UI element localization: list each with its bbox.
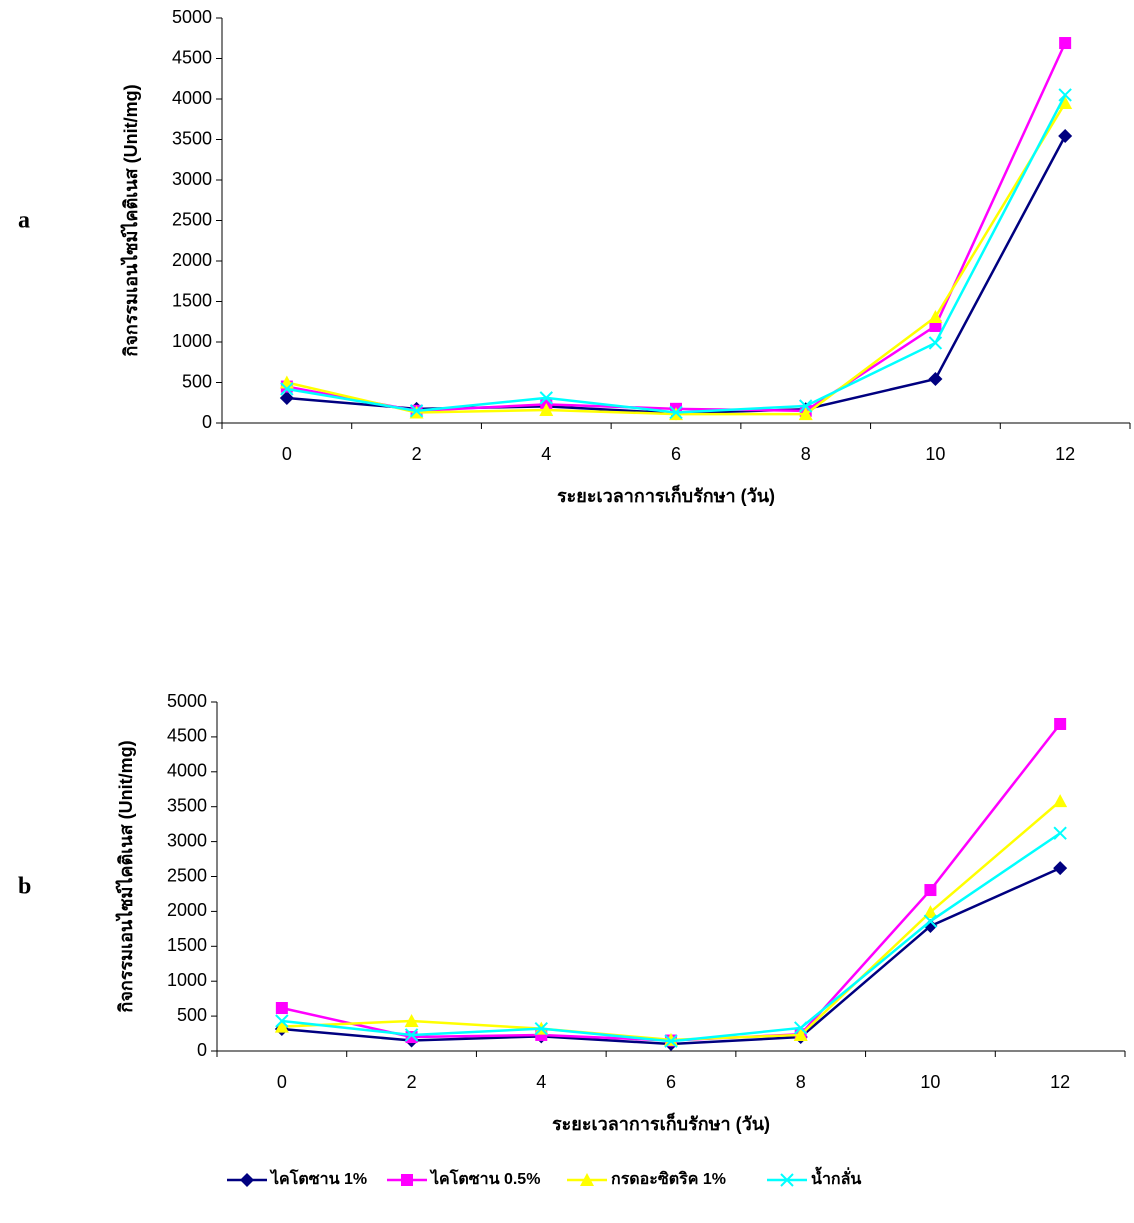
y-tick-label: 5000 — [167, 691, 207, 711]
y-tick-label: 1000 — [172, 331, 212, 351]
legend-label: น้ำกลั่น — [811, 1166, 861, 1188]
x-tick-label: 0 — [282, 444, 292, 464]
y-tick-label: 4000 — [167, 761, 207, 781]
marker — [1059, 37, 1071, 49]
marker — [1053, 861, 1067, 875]
y-tick-label: 2000 — [167, 900, 207, 920]
series-line — [282, 868, 1060, 1044]
x-tick-label: 10 — [920, 1072, 940, 1092]
y-tick-label: 5000 — [172, 7, 212, 27]
series-line — [282, 724, 1060, 1041]
x-tick-label: 2 — [412, 444, 422, 464]
series-line — [282, 833, 1060, 1041]
series-line — [287, 95, 1065, 413]
y-tick-label: 4000 — [172, 88, 212, 108]
y-tick-label: 3000 — [167, 830, 207, 850]
x-axis-title: ระยะเวลาการเก็บรักษา (วัน) — [557, 484, 775, 506]
marker — [240, 1173, 254, 1187]
series-line — [287, 136, 1065, 413]
x-tick-label: 6 — [666, 1072, 676, 1092]
marker — [406, 1031, 418, 1043]
x-tick-label: 4 — [541, 444, 551, 464]
y-axis-title: กิจกรรมเอนไซม์ไคติเนส (Unit/mg) — [120, 84, 141, 356]
legend-label: ไคโตซาน 0.5% — [429, 1168, 540, 1188]
chart: a 0 500 1000 1500 2000 2500 3000 3500 4000 4500 500… — [18, 7, 1130, 506]
marker — [924, 884, 936, 896]
y-tick-label: 4500 — [172, 47, 212, 67]
legend: ไคโตซาน 1% ไคโตซาน 0.5% กรดอะซิตริค 1% น้ำก… — [227, 1166, 861, 1188]
marker — [1054, 718, 1066, 730]
y-tick-label: 3000 — [172, 169, 212, 189]
panel-label: b — [18, 874, 31, 900]
x-tick-label: 8 — [796, 1072, 806, 1092]
x-tick-label: 6 — [671, 444, 681, 464]
chart: b 0 500 1000 1500 2000 2500 3000 3500 4000 4500 500… — [18, 691, 1125, 1134]
y-tick-label: 500 — [177, 1005, 207, 1025]
y-tick-label: 0 — [202, 412, 212, 432]
x-tick-label: 10 — [925, 444, 945, 464]
marker — [1058, 129, 1072, 143]
marker — [276, 1002, 288, 1014]
y-tick-label: 2000 — [172, 250, 212, 270]
x-tick-label: 0 — [277, 1072, 287, 1092]
x-tick-label: 2 — [407, 1072, 417, 1092]
legend-label: กรดอะซิตริค 1% — [611, 1170, 726, 1188]
y-tick-label: 1500 — [172, 290, 212, 310]
y-tick-label: 0 — [197, 1040, 207, 1060]
x-tick-label: 12 — [1050, 1072, 1070, 1092]
y-tick-label: 500 — [182, 371, 212, 391]
marker — [928, 372, 942, 386]
y-tick-label: 3500 — [172, 128, 212, 148]
y-tick-label: 2500 — [167, 865, 207, 885]
x-tick-label: 12 — [1055, 444, 1075, 464]
y-tick-label: 1000 — [167, 970, 207, 990]
marker — [401, 1174, 413, 1186]
y-tick-label: 2500 — [172, 209, 212, 229]
x-tick-label: 8 — [801, 444, 811, 464]
y-tick-label: 4500 — [167, 726, 207, 746]
x-axis-title: ระยะเวลาการเก็บรักษา (วัน) — [552, 1112, 770, 1134]
panel-label: a — [18, 208, 30, 234]
legend-label: ไคโตซาน 1% — [269, 1168, 367, 1188]
marker — [1053, 794, 1067, 807]
series-line — [287, 103, 1065, 414]
marker — [929, 337, 941, 349]
marker — [1054, 827, 1066, 839]
x-tick-label: 4 — [536, 1072, 546, 1092]
figure: a050010001500200025003000350040004500500… — [0, 0, 1134, 1223]
y-tick-label: 3500 — [167, 795, 207, 815]
y-axis-title: กิจกรรมเอนไซม์ไคติเนส (Unit/mg) — [115, 740, 136, 1012]
y-tick-label: 1500 — [167, 935, 207, 955]
